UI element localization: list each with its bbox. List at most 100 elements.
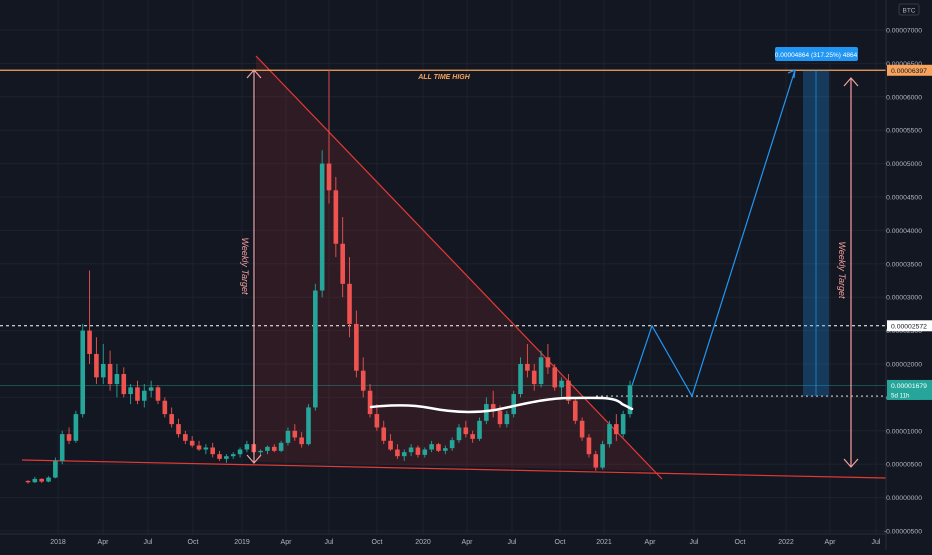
candle[interactable] bbox=[203, 444, 209, 455]
candle[interactable] bbox=[477, 417, 482, 441]
candle[interactable] bbox=[381, 420, 387, 445]
candle[interactable] bbox=[121, 367, 127, 398]
candle[interactable] bbox=[107, 350, 113, 391]
candle[interactable] bbox=[292, 424, 298, 441]
candle[interactable] bbox=[463, 420, 469, 438]
candle[interactable] bbox=[299, 432, 304, 448]
weekly-target-right-arrow[interactable] bbox=[843, 77, 859, 468]
candle[interactable] bbox=[39, 478, 44, 483]
candle-body bbox=[271, 446, 277, 451]
candle[interactable] bbox=[511, 390, 517, 418]
candle[interactable] bbox=[319, 150, 325, 298]
candle[interactable] bbox=[162, 397, 168, 418]
candle[interactable] bbox=[244, 440, 250, 453]
currency-badge[interactable] bbox=[898, 3, 920, 16]
support-trendline[interactable] bbox=[21, 459, 887, 479]
candle[interactable] bbox=[333, 176, 339, 258]
candle[interactable] bbox=[436, 442, 441, 453]
candle[interactable] bbox=[627, 380, 633, 418]
weekly-target-left-arrow[interactable] bbox=[246, 69, 262, 464]
candle[interactable] bbox=[87, 270, 92, 364]
candle[interactable] bbox=[401, 449, 407, 461]
candle[interactable] bbox=[59, 430, 65, 465]
candle[interactable] bbox=[285, 427, 291, 446]
measure-tooltip[interactable]: 0.00004864 (317.25%) 4864 bbox=[775, 47, 858, 61]
candle[interactable] bbox=[141, 384, 147, 408]
descending-trendline[interactable] bbox=[255, 55, 663, 480]
candle[interactable] bbox=[53, 457, 58, 479]
candle[interactable] bbox=[73, 410, 79, 443]
candle[interactable] bbox=[360, 357, 366, 398]
time-axis[interactable]: 2018 Apr Jul Oct 2019 Apr Jul Oct 2020 Apr Jul Oct 2… bbox=[0, 533, 886, 546]
candle[interactable] bbox=[367, 384, 373, 418]
candle[interactable] bbox=[46, 476, 51, 483]
candle[interactable] bbox=[148, 380, 154, 398]
candle[interactable] bbox=[210, 442, 216, 458]
candle[interactable] bbox=[470, 430, 475, 443]
candle[interactable] bbox=[128, 384, 133, 405]
candle[interactable] bbox=[388, 434, 393, 451]
candle[interactable] bbox=[340, 217, 345, 298]
candle[interactable] bbox=[538, 350, 544, 388]
candle[interactable] bbox=[593, 450, 599, 471]
candle[interactable] bbox=[217, 450, 222, 461]
candle[interactable] bbox=[552, 364, 558, 391]
price-axis[interactable]: 0.00007000 0.00006500 0.00006000 0.00005500… bbox=[884, 0, 932, 550]
candle[interactable] bbox=[422, 447, 428, 458]
candle[interactable] bbox=[429, 440, 434, 453]
candle[interactable] bbox=[607, 420, 612, 448]
candle[interactable] bbox=[579, 417, 585, 441]
candle[interactable] bbox=[196, 440, 202, 451]
candle[interactable] bbox=[408, 444, 414, 457]
candle[interactable] bbox=[230, 452, 236, 459]
candle[interactable] bbox=[545, 343, 551, 375]
candle[interactable] bbox=[415, 445, 421, 458]
candle[interactable] bbox=[449, 437, 455, 451]
candle[interactable] bbox=[169, 407, 174, 428]
candle[interactable] bbox=[176, 418, 181, 438]
candle[interactable] bbox=[586, 434, 592, 458]
candle[interactable] bbox=[518, 357, 523, 398]
candle[interactable] bbox=[278, 440, 284, 453]
candle[interactable] bbox=[66, 427, 72, 445]
candle-body bbox=[224, 456, 229, 459]
candle[interactable] bbox=[614, 414, 619, 441]
candle[interactable] bbox=[504, 410, 510, 428]
candles-group[interactable] bbox=[25, 70, 633, 484]
candle[interactable] bbox=[114, 364, 120, 398]
candle[interactable] bbox=[354, 310, 359, 378]
candle[interactable] bbox=[531, 364, 537, 391]
candle[interactable] bbox=[224, 454, 229, 463]
candle[interactable] bbox=[620, 410, 626, 438]
candle[interactable] bbox=[100, 343, 106, 385]
candle[interactable] bbox=[442, 445, 448, 455]
candle[interactable] bbox=[600, 440, 605, 470]
candle-body bbox=[593, 454, 599, 468]
candle[interactable] bbox=[265, 445, 270, 455]
candle[interactable] bbox=[80, 323, 86, 418]
candle[interactable] bbox=[374, 404, 380, 431]
candle[interactable] bbox=[25, 480, 31, 484]
candle[interactable] bbox=[313, 283, 318, 411]
projection-path[interactable] bbox=[631, 69, 796, 398]
candle-body bbox=[114, 374, 120, 385]
candle[interactable] bbox=[237, 447, 243, 458]
candle[interactable] bbox=[347, 257, 352, 338]
candle[interactable] bbox=[94, 337, 99, 385]
candle[interactable] bbox=[456, 424, 462, 443]
candle[interactable] bbox=[155, 385, 161, 405]
candle[interactable] bbox=[189, 436, 195, 448]
candle[interactable] bbox=[572, 397, 578, 425]
candle[interactable] bbox=[183, 430, 188, 445]
candle[interactable] bbox=[395, 444, 400, 459]
candle[interactable] bbox=[306, 404, 311, 446]
candle[interactable] bbox=[32, 476, 38, 483]
candle[interactable] bbox=[559, 377, 564, 398]
candle[interactable] bbox=[271, 444, 277, 453]
candle[interactable] bbox=[135, 380, 140, 405]
candle[interactable] bbox=[490, 390, 496, 418]
candle[interactable] bbox=[326, 70, 332, 204]
candle[interactable] bbox=[525, 343, 530, 378]
